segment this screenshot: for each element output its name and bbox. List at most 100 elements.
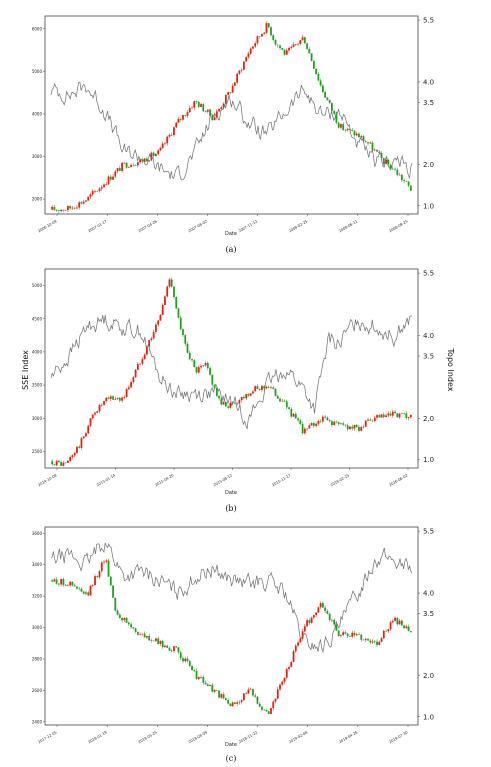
candle-body-a (80, 202, 83, 204)
candle-body-c (387, 629, 390, 632)
candle-body-b (270, 387, 272, 389)
candle-body-a (249, 48, 252, 54)
candle-body-b (206, 363, 209, 369)
y2-tick-label-b: 2.0 (423, 415, 434, 423)
candle-body-b (175, 297, 178, 309)
candle-body-b (400, 413, 403, 414)
candle-body-a (270, 27, 272, 36)
candle-body-a (326, 97, 329, 100)
candle-body-c (276, 689, 279, 699)
candle-body-c (353, 632, 356, 636)
candle-body-a (105, 184, 108, 185)
candle-body-b (355, 424, 358, 427)
candle-body-a (125, 162, 128, 168)
candle-body-a (98, 188, 101, 192)
candle-body-c (270, 708, 272, 714)
candle-body-a (405, 181, 408, 182)
candle-body-c (236, 702, 239, 704)
topo-index-line-a (50, 81, 413, 181)
candle-body-a (103, 184, 105, 188)
candle-body-c (182, 658, 184, 662)
candle-body-c (340, 635, 342, 636)
x-tick-label-c: 2018-08-09 (188, 730, 209, 744)
candle-body-c (261, 706, 263, 710)
candle-body-a (409, 185, 412, 191)
candle-body-c (265, 710, 268, 712)
candle-body-b (301, 424, 304, 434)
candle-body-a (337, 122, 340, 128)
candle-body-c (87, 592, 90, 596)
x-tick-label-a: 2007-01-17 (88, 219, 108, 233)
candle-body-b (281, 400, 284, 402)
x-tick-label-c: 2018-11-22 (238, 730, 258, 744)
candle-body-c (141, 633, 144, 635)
candle-body-a (107, 176, 110, 185)
candle-body-c (82, 591, 85, 594)
candle-body-c (394, 617, 396, 621)
y-tick-label-c: 3200 (32, 594, 43, 599)
candle-body-a (252, 46, 254, 49)
candle-body-b (294, 413, 297, 419)
candle-body-a (177, 118, 180, 123)
candle-body-b (321, 416, 324, 422)
candle-body-c (98, 571, 101, 578)
candle-body-c (312, 615, 315, 618)
candle-body-c (143, 633, 146, 638)
candle-body-c (319, 603, 322, 608)
candle-body-a (231, 85, 234, 93)
candle-body-a (387, 159, 390, 165)
candle-body-c (405, 626, 408, 629)
candle-body-b (105, 397, 108, 402)
candle-body-a (78, 202, 81, 208)
candle-body-a (188, 108, 191, 113)
candle-body-c (224, 698, 227, 701)
candle-body-c (267, 711, 270, 714)
candle-body-b (378, 415, 381, 418)
candle-body-c (168, 647, 171, 651)
candle-body-c (94, 576, 96, 586)
candle-body-a (283, 49, 286, 55)
candle-body-c (297, 642, 299, 646)
candle-body-b (125, 389, 128, 397)
candle-body-b (91, 414, 94, 419)
y-tick-label-b: 4000 (32, 349, 43, 354)
candle-body-a (73, 207, 76, 209)
candle-body-c (121, 618, 123, 621)
candle-body-c (150, 640, 153, 641)
candle-body-a (220, 107, 223, 109)
candle-body-b (197, 367, 200, 373)
candle-body-b (389, 413, 392, 416)
candle-body-a (139, 159, 142, 163)
candle-body-c (231, 702, 234, 707)
candle-body-a (267, 23, 270, 28)
candle-body-a (62, 209, 65, 211)
candle-body-a (116, 168, 119, 172)
x-tick-label-c: 2017-12-05 (37, 730, 57, 744)
x-tick-label-c: 2018-01-19 (88, 730, 109, 744)
candle-body-c (254, 695, 257, 697)
candle-body-c (358, 634, 360, 635)
candle-body-b (107, 397, 110, 399)
candle-body-a (109, 176, 112, 180)
plot-frame-b (44, 268, 419, 469)
candle-body-b (380, 414, 383, 418)
candle-body-a (351, 130, 354, 131)
candle-body-c (209, 684, 211, 687)
candle-body-a (191, 107, 193, 109)
candle-body-b (337, 422, 340, 424)
candle-body-c (346, 633, 349, 636)
candle-body-c (362, 639, 365, 641)
candle-body-c (238, 702, 241, 703)
y2-tick-label-a: 1.0 (423, 202, 434, 210)
candle-body-b (306, 428, 308, 430)
candle-body-c (177, 647, 180, 653)
candle-body-a (324, 92, 327, 98)
candle-body-c (116, 610, 119, 615)
candle-body-a (85, 200, 87, 202)
candle-body-c (233, 702, 236, 704)
candle-body-c (215, 690, 218, 691)
candle-body-b (98, 404, 101, 412)
candle-body-a (114, 171, 117, 177)
candle-body-c (227, 700, 230, 704)
candle-body-a (202, 104, 205, 112)
